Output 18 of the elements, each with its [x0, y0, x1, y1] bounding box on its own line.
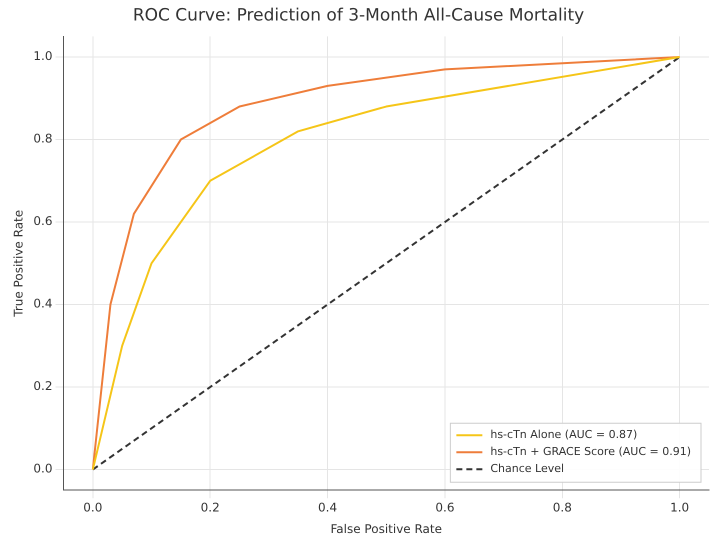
- y-tick-label: 1.0: [33, 49, 52, 64]
- legend-label: hs-cTn + GRACE Score (AUC = 0.91): [490, 445, 692, 458]
- y-tick-label: 0.6: [33, 214, 52, 228]
- x-tick-label: 0.6: [435, 500, 454, 515]
- legend-label: Chance Level: [490, 462, 564, 476]
- y-tick-label: 0.8: [33, 132, 52, 146]
- x-tick-label: 0.0: [83, 500, 102, 515]
- legend-label: hs-cTn Alone (AUC = 0.87): [490, 428, 638, 442]
- chart-title: ROC Curve: Prediction of 3-Month All-Cause Mortality: [132, 6, 584, 26]
- y-tick-label: 0.2: [33, 379, 52, 394]
- y-tick-label: 0.4: [33, 296, 52, 311]
- x-tick-label: 0.4: [318, 500, 338, 515]
- y-axis-title: True Positive Rate: [11, 210, 26, 318]
- x-tick-label: 0.8: [552, 500, 572, 515]
- y-tick-label: 0.0: [33, 462, 52, 476]
- x-axis-title: False Positive Rate: [330, 522, 442, 536]
- x-tick-label: 1.0: [670, 500, 690, 515]
- x-tick-label: 0.2: [200, 500, 220, 515]
